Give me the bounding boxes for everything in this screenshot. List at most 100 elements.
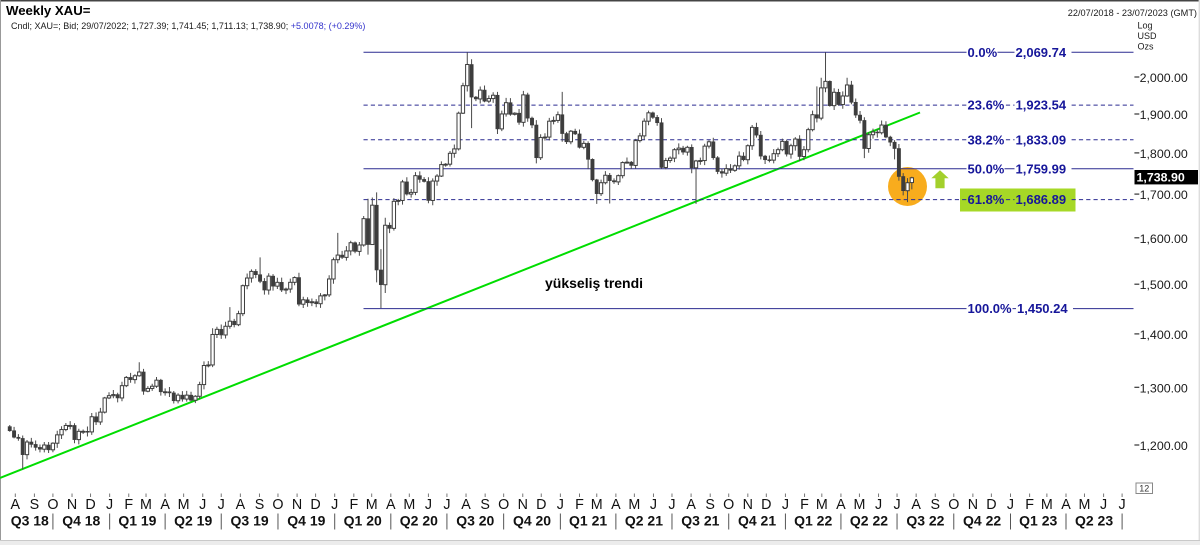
svg-text:Q1 23: Q1 23	[1019, 513, 1057, 529]
svg-text:Q3 20: Q3 20	[456, 513, 494, 529]
svg-text:J: J	[443, 497, 450, 513]
svg-text:M: M	[628, 497, 640, 513]
svg-text:1,400.00: 1,400.00	[1140, 328, 1188, 342]
svg-text:N: N	[968, 497, 978, 513]
svg-text:Q2 20: Q2 20	[400, 513, 438, 529]
svg-text:Q4 21: Q4 21	[738, 513, 776, 529]
svg-text:1,300.00: 1,300.00	[1140, 381, 1188, 395]
svg-text:A: A	[236, 497, 246, 513]
svg-text:S: S	[255, 497, 265, 513]
svg-text:100.0%: 100.0%	[968, 301, 1013, 316]
svg-text:A: A	[611, 497, 621, 513]
svg-text:S: S	[930, 497, 940, 513]
svg-text:M: M	[140, 497, 152, 513]
svg-text:D: D	[310, 497, 320, 513]
svg-text:Q3 19: Q3 19	[231, 513, 269, 529]
svg-text:J: J	[782, 497, 789, 513]
svg-text:Q1 20: Q1 20	[344, 513, 382, 529]
svg-text:1,686.89: 1,686.89	[1016, 192, 1067, 207]
svg-text:O: O	[272, 497, 283, 513]
svg-text:J: J	[1119, 497, 1126, 513]
svg-text:M: M	[591, 497, 603, 513]
svg-text:J: J	[106, 497, 113, 513]
svg-text:D: D	[85, 497, 95, 513]
svg-text:USD: USD	[1138, 31, 1158, 41]
svg-text:F: F	[800, 497, 809, 513]
svg-text:S: S	[480, 497, 490, 513]
svg-text:1,200.00: 1,200.00	[1140, 439, 1188, 453]
svg-text:1,600.00: 1,600.00	[1140, 232, 1188, 246]
svg-text:J: J	[557, 497, 564, 513]
svg-text:Q1 22: Q1 22	[794, 513, 832, 529]
svg-text:N: N	[518, 497, 528, 513]
svg-text:Weekly XAU=: Weekly XAU=	[6, 3, 91, 18]
svg-text:1,738.90: 1,738.90	[1137, 171, 1185, 185]
svg-text:A: A	[1061, 497, 1071, 513]
svg-text:Ozs: Ozs	[1138, 42, 1155, 52]
svg-text:M: M	[853, 497, 865, 513]
svg-text:Q2 22: Q2 22	[850, 513, 888, 529]
svg-text:Q2 21: Q2 21	[625, 513, 663, 529]
svg-text:Q1 19: Q1 19	[118, 513, 156, 529]
svg-text:M: M	[1041, 497, 1053, 513]
svg-text:A: A	[11, 497, 21, 513]
svg-text:A: A	[160, 497, 170, 513]
svg-text:yükseliş trendi: yükseliş trendi	[545, 275, 643, 291]
svg-text:O: O	[47, 497, 58, 513]
svg-text:M: M	[816, 497, 828, 513]
svg-text:A: A	[686, 497, 696, 513]
svg-text:Q2 19: Q2 19	[174, 513, 212, 529]
svg-text:12: 12	[1139, 484, 1149, 494]
svg-text:S: S	[705, 497, 715, 513]
svg-text:50.0%: 50.0%	[968, 161, 1005, 176]
svg-text:61.8%: 61.8%	[968, 192, 1005, 207]
svg-text:F: F	[575, 497, 584, 513]
svg-text:N: N	[292, 497, 302, 513]
svg-text:O: O	[498, 497, 509, 513]
svg-text:38.2%: 38.2%	[968, 132, 1005, 147]
svg-text:M: M	[366, 497, 378, 513]
svg-text:N: N	[743, 497, 753, 513]
svg-text:Q1 21: Q1 21	[569, 513, 607, 529]
svg-text:F: F	[1025, 497, 1034, 513]
svg-text:J: J	[218, 497, 225, 513]
svg-text:A: A	[836, 497, 846, 513]
svg-text:Q3 22: Q3 22	[906, 513, 944, 529]
svg-text:A: A	[386, 497, 396, 513]
svg-text:1,833.09: 1,833.09	[1016, 132, 1067, 147]
svg-text:O: O	[723, 497, 734, 513]
svg-text:Log: Log	[1138, 21, 1153, 31]
svg-text:S: S	[30, 497, 40, 513]
svg-text:J: J	[650, 497, 657, 513]
svg-text:1,800.00: 1,800.00	[1140, 147, 1188, 161]
svg-text:A: A	[461, 497, 471, 513]
svg-text:1,700.00: 1,700.00	[1140, 188, 1188, 202]
svg-text:D: D	[761, 497, 771, 513]
svg-text:A: A	[911, 497, 921, 513]
svg-text:F: F	[349, 497, 358, 513]
svg-text:1,450.24: 1,450.24	[1017, 301, 1068, 316]
svg-text:M: M	[403, 497, 415, 513]
svg-text:Q2 23: Q2 23	[1075, 513, 1113, 529]
svg-text:M: M	[1079, 497, 1091, 513]
svg-text:J: J	[893, 497, 900, 513]
svg-text:F: F	[124, 497, 133, 513]
svg-text:J: J	[875, 497, 882, 513]
svg-text:Q3 18: Q3 18	[11, 513, 49, 529]
svg-text:M: M	[178, 497, 190, 513]
svg-text:0.0%: 0.0%	[968, 45, 998, 60]
svg-text:1,923.54: 1,923.54	[1016, 98, 1067, 113]
svg-text:Q4 22: Q4 22	[963, 513, 1001, 529]
svg-text:J: J	[1007, 497, 1014, 513]
svg-text:Q4 20: Q4 20	[513, 513, 551, 529]
svg-text:J: J	[668, 497, 675, 513]
svg-text:22/07/2018 - 23/07/2023 (GMT): 22/07/2018 - 23/07/2023 (GMT)	[1068, 8, 1197, 18]
svg-text:2,069.74: 2,069.74	[1016, 45, 1067, 60]
svg-text:1,900.00: 1,900.00	[1140, 108, 1188, 122]
svg-text:1,759.99: 1,759.99	[1016, 161, 1067, 176]
svg-text:J: J	[331, 497, 338, 513]
svg-text:N: N	[67, 497, 77, 513]
svg-text:J: J	[1100, 497, 1107, 513]
svg-text:D: D	[536, 497, 546, 513]
svg-text:J: J	[425, 497, 432, 513]
